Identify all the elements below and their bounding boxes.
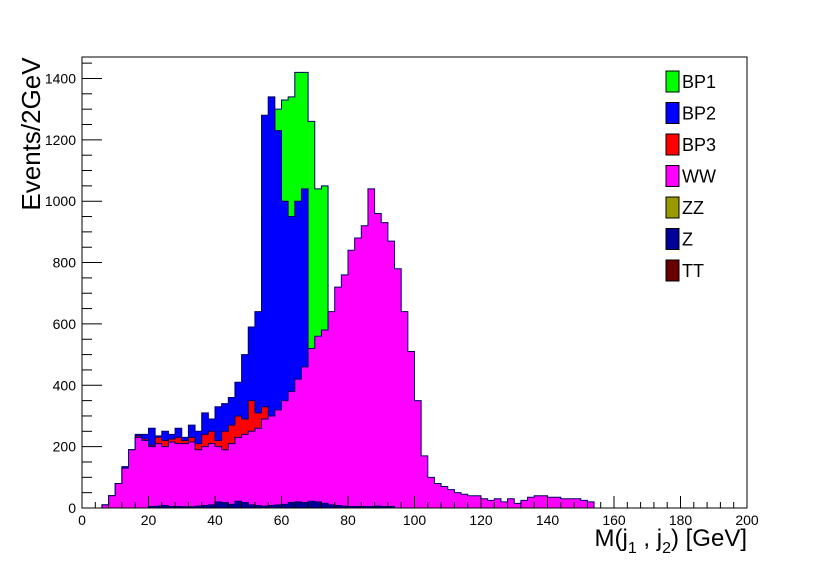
x-tick-label: 0 <box>78 512 86 528</box>
legend-swatch-z <box>665 228 680 250</box>
x-tick-label: 160 <box>602 512 626 528</box>
legend-swatch-tt <box>665 259 680 282</box>
y-tick-label: 1400 <box>45 70 76 86</box>
x-tick-label: 140 <box>536 512 560 528</box>
y-tick-label: 200 <box>53 439 77 455</box>
x-axis: 0 20 40 60 80 100 120 140 160 180 200 <box>78 496 759 528</box>
legend-label-bp2: BP2 <box>682 104 716 124</box>
legend-label-ww: WW <box>682 167 716 187</box>
x-axis-label: M(j1 , j2) [GeV] <box>594 525 747 557</box>
x-tick-label: 20 <box>141 512 157 528</box>
y-tick-label: 0 <box>68 500 76 516</box>
legend-label-bp3: BP3 <box>682 135 716 155</box>
x-tick-label: 180 <box>669 512 693 528</box>
y-tick-label: 400 <box>53 377 77 393</box>
x-tick-label: 120 <box>469 512 493 528</box>
y-tick-label: 1200 <box>45 132 76 148</box>
x-tick-label: 80 <box>340 512 356 528</box>
legend-label-bp1: BP1 <box>682 72 716 92</box>
y-tick-label: 800 <box>53 255 77 271</box>
legend-swatch-zz <box>665 196 680 219</box>
legend-label-tt: TT <box>682 261 704 281</box>
x-tick-label: 40 <box>207 512 223 528</box>
series-ww-histogram <box>101 188 595 509</box>
x-tick-label: 200 <box>735 512 759 528</box>
legend-swatch-bp2 <box>665 102 680 124</box>
legend-label-zz: ZZ <box>682 198 704 218</box>
y-axis: 0 200 400 600 800 1000 1200 1400 <box>45 62 102 516</box>
y-tick-label: 1000 <box>45 193 76 209</box>
legend-label-z: Z <box>682 230 693 250</box>
legend-swatch-bp1 <box>665 70 680 93</box>
y-axis-label: Events/2GeV <box>16 57 46 211</box>
histogram-bars <box>101 71 595 509</box>
y-tick-label: 600 <box>53 316 77 332</box>
x-tick-label: 60 <box>274 512 290 528</box>
x-tick-label: 100 <box>403 512 427 528</box>
legend-swatch-ww <box>665 165 680 187</box>
legend-swatch-bp3 <box>665 133 680 156</box>
